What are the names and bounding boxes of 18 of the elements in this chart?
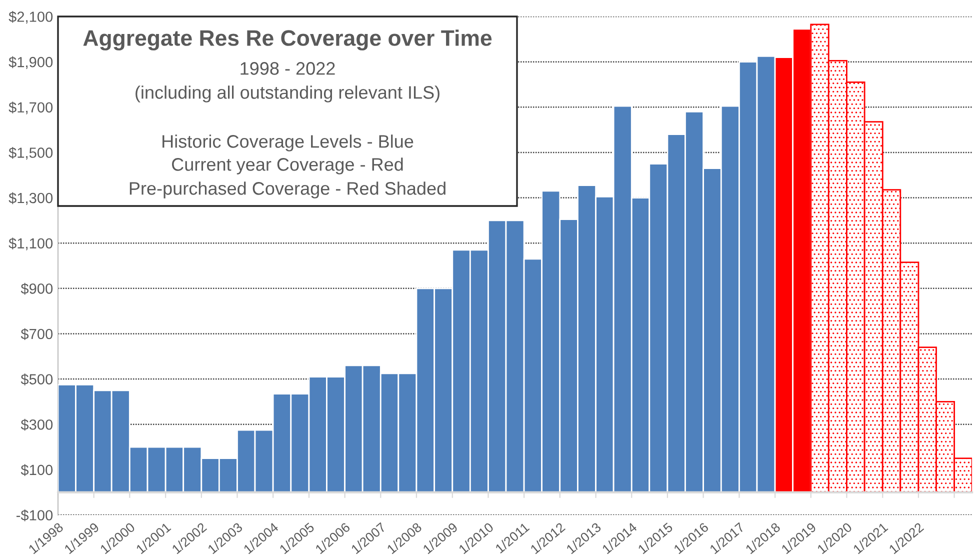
annotation: Historic Coverage Levels - Blue xyxy=(162,134,414,152)
y-tick-label: $100 xyxy=(20,464,53,476)
y-tick-label: $2,100 xyxy=(8,10,53,24)
y-tick-label: $1,900 xyxy=(8,56,53,69)
text: Aggregate Res Re Coverage over Time xyxy=(83,30,492,50)
y-tick-label: $1,100 xyxy=(8,238,53,250)
y-tick-label: $900 xyxy=(20,282,53,295)
y-tick-label: $700 xyxy=(20,328,53,340)
annotation: Current year Coverage - Red xyxy=(172,158,403,174)
y-tick-label: $1,300 xyxy=(8,192,53,205)
y-tick-label: $1,700 xyxy=(8,102,53,114)
annotation: (including all outstanding relevant ILS) xyxy=(136,86,440,102)
annotation: Pre-purchased Coverage - Red Shaded xyxy=(130,182,446,198)
text: 1998 - 2022 xyxy=(240,62,335,75)
y-tick-label: $1,500 xyxy=(8,146,53,160)
y-tick-label: -$100 xyxy=(16,509,53,522)
y-tick-label: $500 xyxy=(20,374,53,386)
y-tick-label: $300 xyxy=(20,418,53,431)
